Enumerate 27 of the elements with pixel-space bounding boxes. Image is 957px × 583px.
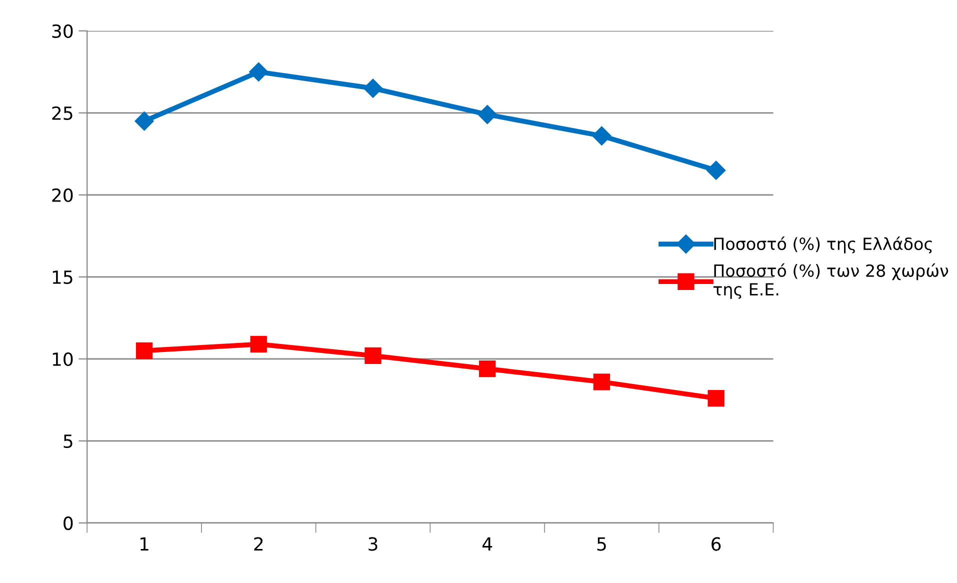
- point: [364, 347, 382, 364]
- point: [706, 160, 726, 180]
- y-tick-label: 5: [64, 434, 72, 448]
- point: [134, 112, 154, 131]
- x-tick-label: 6: [712, 537, 721, 551]
- point: [593, 374, 610, 390]
- y-tick-label: 20: [52, 188, 73, 202]
- x-tick-label: 2: [254, 537, 263, 551]
- point: [478, 105, 497, 124]
- point: [136, 342, 153, 360]
- point: [592, 126, 612, 146]
- y-tick-label: 10: [52, 352, 73, 366]
- x-tick-label: 3: [368, 537, 378, 551]
- y-tick-label: 0: [64, 516, 73, 530]
- legend-label: Ποσοστό (%) της Ελλάδος: [714, 236, 932, 254]
- x-tick-label: 4: [482, 537, 492, 551]
- point: [479, 360, 496, 378]
- y-tick-label: 15: [52, 270, 72, 284]
- y-tick-label: 30: [52, 24, 73, 38]
- x-tick-label: 5: [597, 537, 606, 551]
- point: [250, 336, 267, 353]
- point: [708, 390, 724, 407]
- point: [363, 78, 383, 98]
- y-tick-label: 25: [52, 106, 72, 120]
- point: [249, 62, 268, 82]
- x-tick-label: 1: [140, 537, 148, 551]
- legend-label: Ποσοστό (%) των 28 χωρών της Ε.Ε.: [713, 263, 948, 299]
